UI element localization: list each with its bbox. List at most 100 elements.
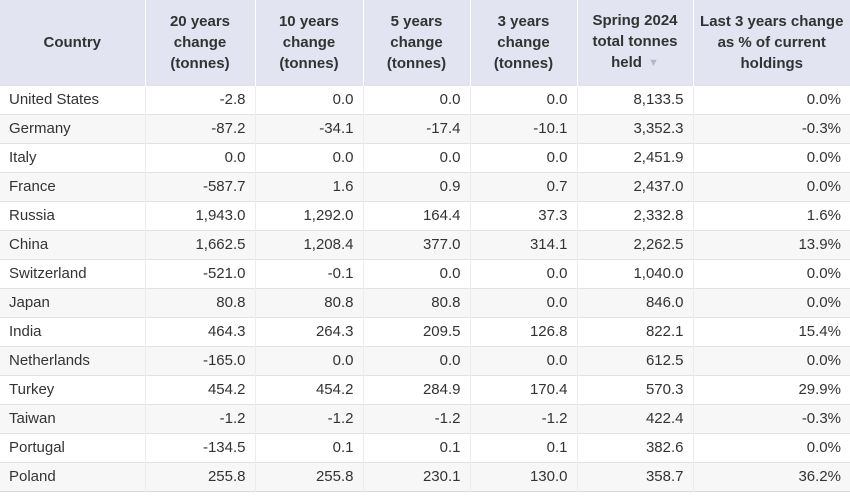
value-cell: 0.0: [144, 142, 255, 172]
column-header-label: 10 years change (tonnes): [278, 12, 340, 72]
value-cell: 0.0%: [692, 171, 850, 201]
value-cell: 1.6%: [692, 200, 850, 230]
value-cell: 1.6: [254, 171, 363, 201]
column-header-label: 5 years change (tonnes): [386, 12, 447, 72]
value-cell: 0.0: [469, 345, 577, 375]
column-header-label: Spring 2024 total tonnes held: [592, 12, 678, 72]
value-cell: -165.0: [144, 345, 255, 375]
column-header-change-5y[interactable]: 5 years change (tonnes): [362, 0, 470, 85]
table-body: United States -2.8 0.0 0.0 0.0 8,133.5 0.0% Ger…: [0, 84, 850, 491]
column-header-label: Last 3 years change as % of current hold…: [700, 12, 844, 72]
table-row-united-states: United States -2.8 0.0 0.0 0.0 8,133.5 0.0%: [0, 84, 850, 114]
value-cell: 0.0%: [692, 142, 850, 172]
value-cell: 209.5: [362, 316, 470, 346]
table-row-japan: Japan 80.8 80.8 80.8 0.0 846.0 0.0%: [0, 287, 850, 317]
value-cell: 454.2: [254, 374, 363, 404]
value-cell: 170.4: [469, 374, 577, 404]
country-cell: Germany: [0, 113, 145, 143]
column-header-label: 3 years change (tonnes): [493, 12, 554, 72]
value-cell: 0.0%: [692, 258, 850, 288]
value-cell: 0.0: [254, 345, 363, 375]
value-cell: -17.4: [362, 113, 470, 143]
value-cell: 8,133.5: [576, 84, 693, 114]
value-cell: 0.1: [254, 432, 363, 462]
value-cell: 0.0: [362, 84, 470, 114]
value-cell: 36.2%: [692, 461, 850, 491]
value-cell: 846.0: [576, 287, 693, 317]
value-cell: 13.9%: [692, 229, 850, 259]
column-header-change-10y[interactable]: 10 years change (tonnes): [254, 0, 363, 85]
value-cell: 0.0: [362, 142, 470, 172]
column-header-total-held[interactable]: Spring 2024 total tonnes held ▼: [576, 0, 693, 85]
value-cell: 0.0: [469, 258, 577, 288]
value-cell: 0.0: [469, 84, 577, 114]
value-cell: -34.1: [254, 113, 363, 143]
value-cell: 422.4: [576, 403, 693, 433]
country-cell: Switzerland: [0, 258, 145, 288]
table-row-italy: Italy 0.0 0.0 0.0 0.0 2,451.9 0.0%: [0, 142, 850, 172]
value-cell: -1.2: [362, 403, 470, 433]
value-cell: 314.1: [469, 229, 577, 259]
value-cell: 0.0: [469, 142, 577, 172]
value-cell: 570.3: [576, 374, 693, 404]
table-row-poland: Poland 255.8 255.8 230.1 130.0 358.7 36.2%: [0, 461, 850, 491]
column-header-change-3y[interactable]: 3 years change (tonnes): [469, 0, 577, 85]
value-cell: 612.5: [576, 345, 693, 375]
table-row-switzerland: Switzerland -521.0 -0.1 0.0 0.0 1,040.0 0.0%: [0, 258, 850, 288]
header-row: Country 20 years change (tonnes) 10 years …: [0, 0, 850, 85]
country-cell: Netherlands: [0, 345, 145, 375]
value-cell: 15.4%: [692, 316, 850, 346]
country-cell: Taiwan: [0, 403, 145, 433]
country-cell: Russia: [0, 200, 145, 230]
value-cell: 382.6: [576, 432, 693, 462]
column-header-country[interactable]: Country: [0, 0, 145, 85]
value-cell: -10.1: [469, 113, 577, 143]
value-cell: 255.8: [144, 461, 255, 491]
table-row-russia: Russia 1,943.0 1,292.0 164.4 37.3 2,332.8 1.6%: [0, 200, 850, 230]
country-cell: France: [0, 171, 145, 201]
value-cell: 164.4: [362, 200, 470, 230]
country-cell: Poland: [0, 461, 145, 491]
column-header-change-20y[interactable]: 20 years change (tonnes): [144, 0, 255, 85]
table-row-france: France -587.7 1.6 0.9 0.7 2,437.0 0.0%: [0, 171, 850, 201]
value-cell: 377.0: [362, 229, 470, 259]
value-cell: 0.0: [362, 258, 470, 288]
value-cell: 454.2: [144, 374, 255, 404]
country-cell: Turkey: [0, 374, 145, 404]
value-cell: -1.2: [144, 403, 255, 433]
value-cell: 264.3: [254, 316, 363, 346]
value-cell: -1.2: [254, 403, 363, 433]
table-row-taiwan: Taiwan -1.2 -1.2 -1.2 -1.2 422.4 -0.3%: [0, 403, 850, 433]
value-cell: -134.5: [144, 432, 255, 462]
value-cell: 464.3: [144, 316, 255, 346]
column-header-pct-change-3y[interactable]: Last 3 years change as % of current hold…: [692, 0, 850, 85]
value-cell: 2,262.5: [576, 229, 693, 259]
value-cell: 130.0: [469, 461, 577, 491]
value-cell: 1,208.4: [254, 229, 363, 259]
country-cell: Portugal: [0, 432, 145, 462]
value-cell: 0.7: [469, 171, 577, 201]
value-cell: 0.0: [254, 142, 363, 172]
value-cell: 255.8: [254, 461, 363, 491]
country-cell: China: [0, 229, 145, 259]
value-cell: 0.0%: [692, 287, 850, 317]
table-row-netherlands: Netherlands -165.0 0.0 0.0 0.0 612.5 0.0%: [0, 345, 850, 375]
value-cell: -521.0: [144, 258, 255, 288]
sort-descending-icon: ▼: [647, 57, 659, 70]
value-cell: 0.1: [362, 432, 470, 462]
value-cell: 2,437.0: [576, 171, 693, 201]
column-header-label: Country: [43, 33, 102, 51]
value-cell: -2.8: [144, 84, 255, 114]
value-cell: 0.0: [254, 84, 363, 114]
value-cell: -0.3%: [692, 403, 850, 433]
value-cell: 284.9: [362, 374, 470, 404]
value-cell: 0.9: [362, 171, 470, 201]
value-cell: 1,292.0: [254, 200, 363, 230]
country-cell: India: [0, 316, 145, 346]
value-cell: 0.1: [469, 432, 577, 462]
value-cell: -587.7: [144, 171, 255, 201]
value-cell: 126.8: [469, 316, 577, 346]
table-row-portugal: Portugal -134.5 0.1 0.1 0.1 382.6 0.0%: [0, 432, 850, 462]
value-cell: 3,352.3: [576, 113, 693, 143]
